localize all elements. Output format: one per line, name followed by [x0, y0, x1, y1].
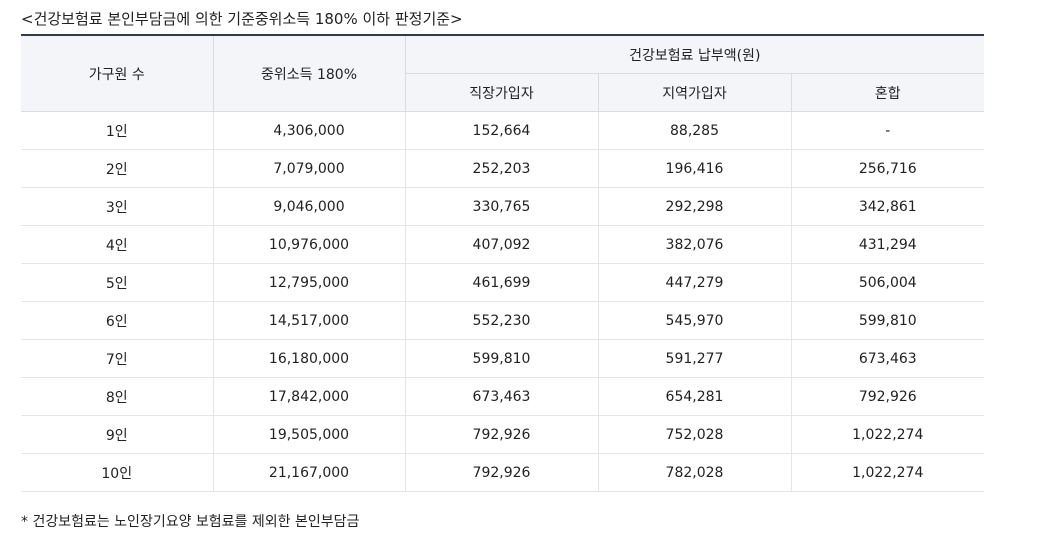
- cell-income: 21,167,000: [212, 453, 405, 492]
- cell-regional: 545,970: [597, 301, 791, 340]
- cell-income: 4,306,000: [212, 111, 405, 150]
- cell-employee: 330,765: [404, 187, 598, 226]
- header-household: 가구원 수: [21, 35, 213, 112]
- cell-income: 7,079,000: [212, 149, 405, 188]
- table-row: 6인 14,517,000 552,230 545,970 599,810: [21, 301, 985, 340]
- cell-household: 1인: [21, 111, 213, 150]
- table-row: 7인 16,180,000 599,810 591,277 673,463: [21, 339, 985, 378]
- table-caption: <건강보험료 본인부담금에 의한 기준중위소득 180% 이하 판정기준>: [21, 10, 463, 28]
- cell-income: 19,505,000: [212, 415, 405, 454]
- cell-regional: 382,076: [597, 225, 791, 264]
- cell-regional: 196,416: [597, 149, 791, 188]
- footnote: * 건강보험료는 노인장기요양 보험료를 제외한 본인부담금: [21, 514, 360, 530]
- table-row: 9인 19,505,000 792,926 752,028 1,022,274: [21, 415, 985, 454]
- table-header-row: 가구원 수 중위소득 180% 건강보험료 납부액(원): [21, 35, 985, 112]
- cell-employee: 599,810: [404, 339, 598, 378]
- cell-household: 7인: [21, 339, 213, 378]
- cell-employee: 461,699: [404, 263, 598, 302]
- cell-household: 8인: [21, 377, 213, 416]
- cell-regional: 591,277: [597, 339, 791, 378]
- cell-mixed: 256,716: [790, 149, 985, 188]
- cell-mixed: 1,022,274: [790, 415, 985, 454]
- header-mixed: 혼합: [790, 73, 985, 112]
- cell-regional: 447,279: [597, 263, 791, 302]
- table-row: 1인 4,306,000 152,664 88,285 -: [21, 111, 985, 150]
- cell-employee: 673,463: [404, 377, 598, 416]
- criteria-table: 가구원 수 중위소득 180% 건강보험료 납부액(원) 직장가입자 지역가입자…: [21, 34, 985, 492]
- cell-income: 16,180,000: [212, 339, 405, 378]
- cell-regional: 654,281: [597, 377, 791, 416]
- cell-income: 12,795,000: [212, 263, 405, 302]
- header-premium-group: 건강보험료 납부액(원): [404, 35, 985, 74]
- cell-mixed: 1,022,274: [790, 453, 985, 492]
- cell-mixed: -: [790, 111, 985, 150]
- table-subheader-row: 직장가입자 지역가입자 혼합: [21, 73, 985, 112]
- cell-mixed: 792,926: [790, 377, 985, 416]
- cell-household: 3인: [21, 187, 213, 226]
- cell-income: 14,517,000: [212, 301, 405, 340]
- cell-regional: 292,298: [597, 187, 791, 226]
- table-row: 8인 17,842,000 673,463 654,281 792,926: [21, 377, 985, 416]
- cell-mixed: 673,463: [790, 339, 985, 378]
- cell-household: 2인: [21, 149, 213, 188]
- cell-mixed: 431,294: [790, 225, 985, 264]
- cell-employee: 252,203: [404, 149, 598, 188]
- cell-employee: 792,926: [404, 453, 598, 492]
- cell-income: 10,976,000: [212, 225, 405, 264]
- cell-household: 10인: [21, 453, 213, 492]
- cell-mixed: 506,004: [790, 263, 985, 302]
- cell-employee: 407,092: [404, 225, 598, 264]
- table-row: 5인 12,795,000 461,699 447,279 506,004: [21, 263, 985, 302]
- cell-employee: 792,926: [404, 415, 598, 454]
- table-row: 3인 9,046,000 330,765 292,298 342,861: [21, 187, 985, 226]
- cell-mixed: 599,810: [790, 301, 985, 340]
- header-regional: 지역가입자: [597, 73, 791, 112]
- cell-household: 9인: [21, 415, 213, 454]
- table-row: 2인 7,079,000 252,203 196,416 256,716: [21, 149, 985, 188]
- cell-mixed: 342,861: [790, 187, 985, 226]
- header-employee: 직장가입자: [404, 73, 598, 112]
- cell-employee: 552,230: [404, 301, 598, 340]
- table-row: 4인 10,976,000 407,092 382,076 431,294: [21, 225, 985, 264]
- header-median-income: 중위소득 180%: [212, 35, 405, 112]
- cell-regional: 782,028: [597, 453, 791, 492]
- table-row: 10인 21,167,000 792,926 782,028 1,022,274: [21, 453, 985, 492]
- cell-regional: 88,285: [597, 111, 791, 150]
- cell-regional: 752,028: [597, 415, 791, 454]
- cell-household: 5인: [21, 263, 213, 302]
- cell-household: 6인: [21, 301, 213, 340]
- cell-household: 4인: [21, 225, 213, 264]
- cell-income: 17,842,000: [212, 377, 405, 416]
- cell-employee: 152,664: [404, 111, 598, 150]
- cell-income: 9,046,000: [212, 187, 405, 226]
